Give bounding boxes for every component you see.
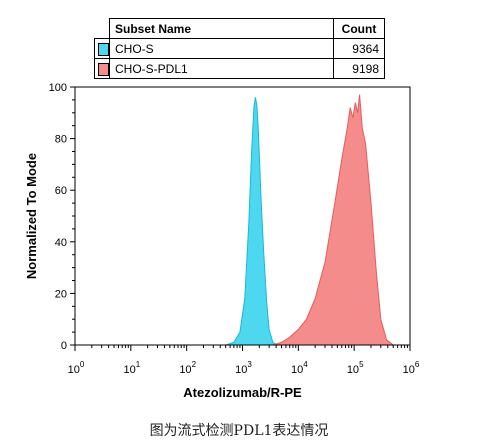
histogram-chart: 0 20 40 60 80 100 100 101 102 103 104 105 106 Atezol… xyxy=(24,82,420,400)
series-layer xyxy=(225,94,395,346)
y-tick-label: 60 xyxy=(55,185,67,197)
x-tick-label: 102 xyxy=(179,360,196,376)
x-tick-label: 103 xyxy=(235,360,252,376)
legend-swatch-cell xyxy=(94,58,110,79)
y-tick-label: 40 xyxy=(55,237,67,249)
x-axis-label: Atezolizumab/R-PE xyxy=(183,385,302,400)
y-tick-label: 0 xyxy=(61,340,67,352)
x-tick-label: 104 xyxy=(291,360,308,376)
x-tick-label: 105 xyxy=(347,360,364,376)
y-tick-label: 80 xyxy=(55,134,67,146)
legend-count-cho-s-pdl1: 9198 xyxy=(333,58,385,79)
legend-header-name: Subset Name xyxy=(109,18,334,39)
legend-header-row: Subset Name Count xyxy=(94,18,385,39)
x-tick-label: 101 xyxy=(123,360,140,376)
legend-row-cho-s: CHO-S 9364 xyxy=(94,38,385,59)
y-axis-label: Normalized To Mode xyxy=(24,153,39,279)
legend-swatch-cho-s xyxy=(98,42,109,56)
y-tick-label: 20 xyxy=(55,288,67,300)
legend-table: Subset Name Count CHO-S 9364 CHO-S-PDL1 … xyxy=(94,18,385,79)
axes-layer: 0 20 40 60 80 100 100 101 102 103 104 105 106 xyxy=(49,82,420,376)
legend-row-cho-s-pdl1: CHO-S-PDL1 9198 xyxy=(94,58,385,79)
x-tick-label: 100 xyxy=(68,360,85,376)
legend-swatch-cho-s-pdl1 xyxy=(98,62,109,76)
figure-caption: 图为流式检测PDL1表达情况 xyxy=(149,423,329,439)
series-area-cho-s xyxy=(225,97,284,346)
x-tick-label: 106 xyxy=(403,360,420,376)
y-tick-label: 100 xyxy=(49,82,67,94)
series-area-cho-s-pdl1 xyxy=(272,94,395,346)
legend-header-count: Count xyxy=(333,18,385,39)
